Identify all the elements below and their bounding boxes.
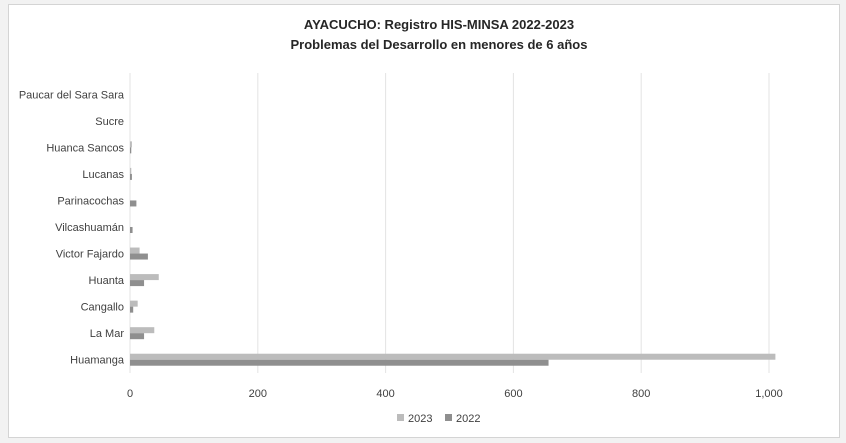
x-axis-tick-labels: 0 200 400 600 800 1,000 <box>127 388 783 400</box>
category-label: Lucanas <box>82 169 124 181</box>
bar-2023 <box>130 247 140 254</box>
legend-swatch <box>445 414 452 421</box>
category-label: Huanta <box>89 275 125 287</box>
bars <box>130 141 776 366</box>
bar-2022 <box>130 359 549 366</box>
category-label: Sucre <box>95 116 124 128</box>
category-label: Huanca Sancos <box>46 142 124 154</box>
bar-2022 <box>130 227 133 233</box>
chart-title: AYACUCHO: Registro HIS-MINSA 2022-2023 <box>304 17 574 32</box>
legend-label: 2023 <box>408 413 432 425</box>
category-label: La Mar <box>90 328 125 340</box>
bar-2023 <box>130 141 132 148</box>
bar-2022 <box>130 147 132 154</box>
x-tick-label: 200 <box>249 388 267 400</box>
gridlines <box>129 73 770 373</box>
x-tick-label: 400 <box>376 388 394 400</box>
bar-2022 <box>130 200 137 207</box>
category-label: Parinacochas <box>57 195 124 207</box>
bar-2023 <box>130 327 155 334</box>
bar-chart: AYACUCHO: Registro HIS-MINSA 2022-2023 P… <box>19 17 783 425</box>
legend: 2023 2022 <box>397 413 480 425</box>
bar-2022 <box>130 253 148 260</box>
legend-swatch <box>397 414 404 421</box>
bar-2023 <box>130 353 776 360</box>
category-labels: Paucar del Sara Sara Sucre Huanca Sancos Lu… <box>19 89 125 366</box>
x-tick-label: 1,000 <box>755 388 783 400</box>
chart-subtitle: Problemas del Desarrollo en menores de 6… <box>291 37 588 52</box>
category-label: Vilcashuamán <box>55 222 124 234</box>
bar-2022 <box>130 280 145 287</box>
bar-2022 <box>130 333 145 340</box>
bar-2022 <box>130 306 134 313</box>
category-label: Victor Fajardo <box>56 249 124 261</box>
bar-2023 <box>130 300 138 307</box>
category-label: Huamanga <box>70 355 125 367</box>
x-tick-label: 600 <box>504 388 522 400</box>
x-tick-label: 0 <box>127 388 133 400</box>
chart-frame: AYACUCHO: Registro HIS-MINSA 2022-2023 P… <box>8 4 840 438</box>
x-tick-label: 800 <box>632 388 650 400</box>
bar-2022 <box>130 173 132 180</box>
bar-2023 <box>130 167 132 174</box>
category-label: Paucar del Sara Sara <box>19 89 125 101</box>
legend-label: 2022 <box>456 413 480 425</box>
bar-2023 <box>130 274 159 281</box>
category-label: Cangallo <box>81 302 124 314</box>
